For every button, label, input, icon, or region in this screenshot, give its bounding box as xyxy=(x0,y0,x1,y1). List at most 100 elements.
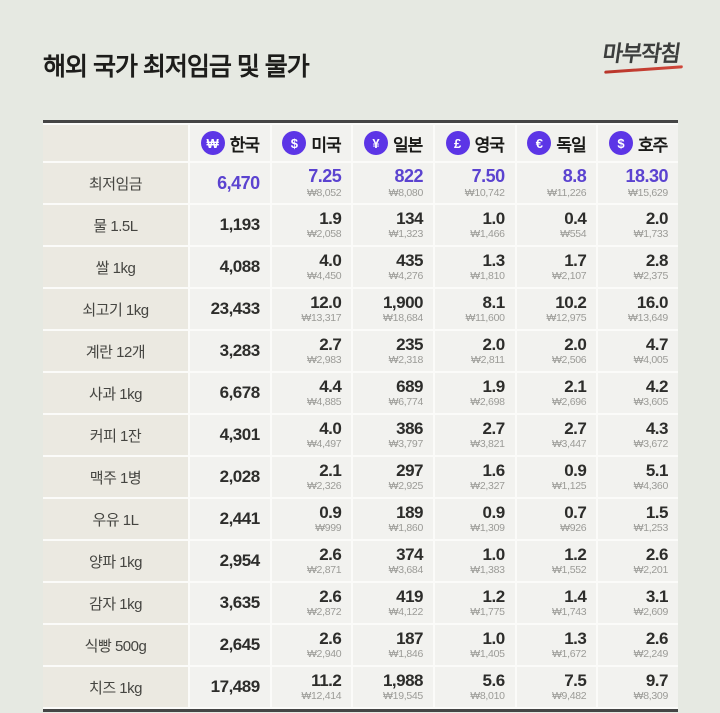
price-value: 7.5 xyxy=(564,670,587,690)
krw-converted-value: ₩4,885 xyxy=(306,396,342,409)
krw-converted-value: ₩4,122 xyxy=(388,606,424,619)
country-name: 영국 xyxy=(474,135,505,155)
country-header: ¥ 일본 xyxy=(353,125,433,161)
price-value: 4.3 xyxy=(645,418,669,438)
value-cell: 0.7 ₩926 xyxy=(516,499,597,539)
krw-converted-value: ₩4,360 xyxy=(633,480,669,493)
value-cell: 435 ₩4,276 xyxy=(353,247,433,287)
value-cell: 189 ₩1,860 xyxy=(353,499,433,539)
value-cell: 689 ₩6,774 xyxy=(353,373,433,413)
price-value: 10.2 xyxy=(555,292,587,312)
price-value: 2,441 xyxy=(219,509,261,529)
price-value: 23,433 xyxy=(210,299,261,319)
krw-converted-value: ₩2,318 xyxy=(388,354,424,367)
value-cell: 10.2 ₩12,975 xyxy=(516,289,597,329)
price-table: ₩ 한국 $ 미국 ¥ 일본 £ 영국 € 독일 $ 호주 최저임금 6,470… xyxy=(43,123,678,709)
krw-converted-value: ₩3,605 xyxy=(633,396,669,409)
krw-converted-value: ₩3,684 xyxy=(388,564,424,577)
value-cell: 2,441 xyxy=(190,499,270,539)
value-cell: 4.0 ₩4,450 xyxy=(271,247,352,287)
krw-converted-value: ₩1,552 xyxy=(551,564,587,577)
price-value: 822 xyxy=(394,166,423,187)
krw-converted-value: ₩1,733 xyxy=(633,228,669,241)
price-value: 4.7 xyxy=(645,334,669,354)
country-header: $ 미국 xyxy=(271,125,352,161)
row-label: 감자 1kg xyxy=(43,583,188,623)
country-header: ₩ 한국 xyxy=(190,125,270,161)
price-value: 1.0 xyxy=(482,208,506,228)
krw-converted-value: ₩2,201 xyxy=(633,564,669,577)
country-name: 독일 xyxy=(556,135,586,155)
price-value: 4.0 xyxy=(319,250,342,270)
value-cell: 4.4 ₩4,885 xyxy=(271,373,352,413)
row-label: 물 1.5L xyxy=(43,205,188,245)
krw-converted-value: ₩2,696 xyxy=(551,396,587,409)
krw-converted-value: ₩2,983 xyxy=(306,354,342,367)
price-value: 1.2 xyxy=(482,586,506,606)
value-cell: 1.2 ₩1,552 xyxy=(516,541,597,581)
krw-converted-value: ₩2,327 xyxy=(470,480,505,493)
price-value: 235 xyxy=(396,334,423,354)
value-cell: 0.4 ₩554 xyxy=(516,205,597,245)
price-value: 4.0 xyxy=(319,418,342,438)
value-cell: 2.7 ₩2,983 xyxy=(271,331,352,371)
krw-converted-value: ₩2,326 xyxy=(306,480,342,493)
value-cell: 822 ₩8,080 xyxy=(353,163,433,203)
krw-converted-value: ₩18,684 xyxy=(383,312,423,325)
price-value: 12.0 xyxy=(310,292,342,312)
price-value: 7.25 xyxy=(308,166,342,187)
price-value: 2.6 xyxy=(319,544,342,564)
krw-converted-value: ₩1,383 xyxy=(470,564,505,577)
row-label: 쇠고기 1kg xyxy=(43,289,188,329)
krw-converted-value: ₩2,872 xyxy=(306,606,342,619)
value-cell: 8.1 ₩11,600 xyxy=(434,289,515,329)
country-name: 한국 xyxy=(229,135,260,155)
price-value: 0.7 xyxy=(564,502,587,522)
value-cell: 23,433 xyxy=(190,289,270,329)
price-value: 2.7 xyxy=(319,334,342,354)
price-value: 4,301 xyxy=(219,425,261,445)
krw-converted-value: ₩1,846 xyxy=(388,648,424,661)
krw-converted-value: ₩1,743 xyxy=(551,606,587,619)
price-value: 2.6 xyxy=(645,628,669,648)
price-value: 1.5 xyxy=(645,502,669,522)
value-cell: 6,470 xyxy=(190,163,270,203)
krw-converted-value: ₩1,253 xyxy=(633,522,669,535)
krw-converted-value: ₩4,005 xyxy=(633,354,669,367)
value-cell: 134 ₩1,323 xyxy=(353,205,433,245)
price-value: 16.0 xyxy=(636,292,669,312)
krw-converted-value: ₩13,649 xyxy=(628,312,668,325)
price-value: 1,988 xyxy=(382,670,424,690)
row-label: 계란 12개 xyxy=(43,331,188,371)
row-label: 쌀 1kg xyxy=(43,247,188,287)
row-label: 사과 1kg xyxy=(43,373,188,413)
price-value: 6,678 xyxy=(219,383,261,403)
value-cell: 1.4 ₩1,743 xyxy=(516,583,597,623)
value-cell: 1.9 ₩2,698 xyxy=(434,373,515,413)
value-cell: 1.6 ₩2,327 xyxy=(434,457,515,497)
value-cell: 7.5 ₩9,482 xyxy=(516,667,597,707)
krw-converted-value: ₩9,482 xyxy=(551,690,587,703)
price-value: 8.8 xyxy=(562,166,587,187)
price-value: 187 xyxy=(396,628,423,648)
value-cell: 2.7 ₩3,447 xyxy=(516,415,597,455)
price-value: 419 xyxy=(396,586,423,606)
value-cell: 2.6 ₩2,940 xyxy=(271,625,352,665)
krw-converted-value: ₩1,466 xyxy=(470,228,505,241)
price-value: 386 xyxy=(396,418,423,438)
price-value: 1,900 xyxy=(382,292,424,312)
logo-text: 마부작침 xyxy=(601,41,682,66)
price-value: 9.7 xyxy=(645,670,669,690)
row-label: 치즈 1kg xyxy=(43,667,188,707)
price-value: 2.1 xyxy=(319,460,342,480)
krw-converted-value: ₩12,414 xyxy=(301,690,342,703)
krw-converted-value: ₩1,125 xyxy=(551,480,587,493)
krw-converted-value: ₩1,860 xyxy=(388,522,424,535)
price-value: 1.0 xyxy=(482,628,506,648)
currency-icon: € xyxy=(527,131,552,155)
value-cell: 0.9 ₩1,125 xyxy=(516,457,597,497)
value-cell: 12.0 ₩13,317 xyxy=(271,289,352,329)
value-cell: 3,635 xyxy=(190,583,270,623)
value-cell: 9.7 ₩8,309 xyxy=(598,667,678,707)
value-cell: 2.7 ₩3,821 xyxy=(434,415,515,455)
